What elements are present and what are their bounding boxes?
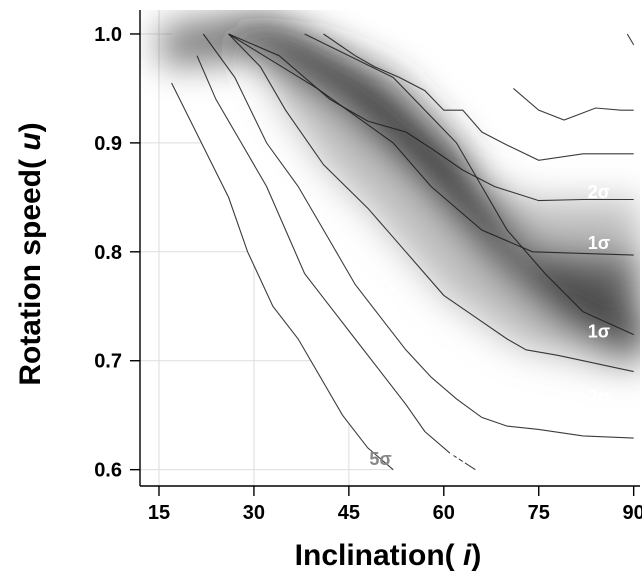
contour-line-2-lower <box>228 33 634 373</box>
y-tick-label: 0.9 <box>94 133 122 155</box>
y-ticks: 0.6 0.7 0.8 0.9 1.0 <box>94 24 140 482</box>
x-axis-title: Inclination( i) <box>295 539 482 572</box>
y-tick-label: 0.8 <box>94 242 122 264</box>
contour-line-3-lower <box>202 33 634 439</box>
y-tick-label: 1.0 <box>94 24 122 46</box>
contour-labels: 4σ 3σ 2σ 1σ 1σ 2σ 3σ 4σ 5σ <box>369 71 610 469</box>
y-axis-title: Rotation speed( u) <box>14 122 47 385</box>
x-tick-label: 75 <box>528 502 550 524</box>
contour-line-5-upper <box>626 33 635 46</box>
contour-line-4-upper <box>513 87 634 121</box>
y-tick-label: 0.7 <box>94 351 122 373</box>
density-heatmap <box>158 10 640 486</box>
contour-line-5-lower <box>171 82 394 471</box>
axes: 15 30 45 60 75 90 0.6 0.7 0.8 0.9 1.0 <box>94 10 642 524</box>
contour-line-3-upper <box>323 33 634 161</box>
contour-lines <box>171 33 635 471</box>
x-tick-label: 15 <box>148 502 170 524</box>
x-tick-label: 45 <box>338 502 360 524</box>
contour-label: 4σ <box>445 449 467 469</box>
x-ticks: 15 30 45 60 75 90 <box>148 486 642 524</box>
contour-label: 3σ <box>588 449 610 469</box>
contour-label: 3σ <box>588 133 610 153</box>
x-tick-label: 60 <box>433 502 455 524</box>
contour-line-2-upper <box>228 33 634 202</box>
x-tick-label: 90 <box>623 502 642 524</box>
x-tick-label: 30 <box>243 502 265 524</box>
contour-line-1-lower <box>304 33 634 336</box>
contour-label: 5σ <box>369 449 391 469</box>
contour-label: 2σ <box>588 387 610 407</box>
y-tick-label: 0.6 <box>94 460 122 482</box>
contour-line-4-lower <box>196 55 476 471</box>
contour-label: 1σ <box>588 233 610 253</box>
density-valley <box>158 14 640 359</box>
contour-label: 4σ <box>588 71 610 91</box>
contour-label: 1σ <box>588 321 610 341</box>
contour-label: 2σ <box>588 182 610 202</box>
